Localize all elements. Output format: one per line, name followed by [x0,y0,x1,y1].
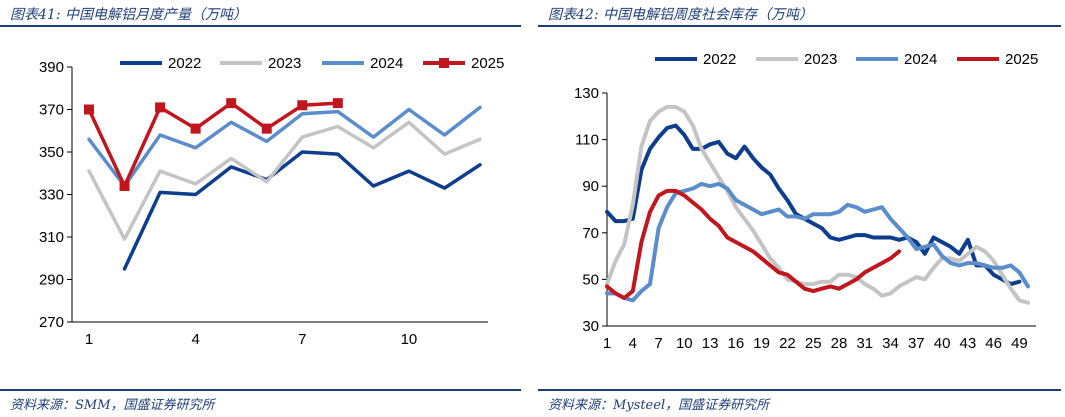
monthly-series-2022-line [122,150,482,271]
left-bottom-rule [0,389,521,391]
weekly-legend-label-2022: 2022 [703,51,736,68]
weekly-y-tick-label: 30 [582,318,599,335]
weekly-x-tick-label: 16 [728,335,745,352]
weekly-x-tick-label: 37 [908,335,925,352]
weekly-legend-label-2024: 2024 [904,51,937,68]
weekly-y-tick-label: 70 [582,225,599,242]
left-chart-title: 图表41: 中国电解铝月度产量（万吨） [10,7,247,23]
monthly-x-tick-label: 7 [298,331,306,348]
weekly-x-tick-label: 28 [831,335,848,352]
weekly-x-tick-label: 10 [676,335,693,352]
weekly-x-tick-label: 46 [985,335,1002,352]
monthly-y-tick-label: 310 [39,229,64,246]
monthly-legend-marker-2025 [439,58,449,68]
weekly-y-tick-label: 90 [582,178,599,195]
weekly-series-2022-line [605,123,1022,287]
monthly-series-2025-point [297,100,308,111]
weekly-x-tick-label: 19 [753,335,770,352]
weekly-x-tick-label: 25 [805,335,822,352]
monthly-legend-label-2022: 2022 [168,55,201,72]
weekly-x-tick-label: 22 [779,335,796,352]
monthly-series-2025-point [119,181,130,191]
left-top-rule [0,25,521,27]
monthly-legend-label-2024: 2024 [370,55,403,72]
weekly-x-tick-label: 4 [629,335,637,352]
left-source-note: 资料来源：SMM，国盛证券研究所 [10,398,215,413]
monthly-series-2025-point [84,104,94,115]
monthly-y-tick-label: 390 [39,59,64,76]
weekly-x-tick-label: 31 [856,335,873,352]
monthly-y-tick-label: 290 [39,272,64,289]
monthly-series-2024-line [87,105,482,188]
monthly-x-tick-label: 1 [85,331,93,348]
left-chart-panel: 图表41: 中国电解铝月度产量（万吨） 270 290 310 330 350 370 39… [0,0,525,417]
weekly-y-tick-label: 50 [582,271,599,288]
monthly-legend-label-2025: 2025 [471,55,504,72]
monthly-y-tick-label: 350 [39,144,64,161]
monthly-series-2025-point [226,98,237,109]
monthly-y-tick-label: 330 [39,187,64,204]
weekly-y-tick-label: 130 [574,85,599,102]
weekly-x-tick-label: 40 [934,335,951,352]
monthly-series-2025-line [87,101,340,188]
weekly-x-tick-label: 43 [960,335,977,352]
weekly-y-tick-label: 110 [575,132,599,149]
monthly-series-2025-point [190,123,201,134]
right-top-rule [538,25,1061,27]
monthly-output-chart: 270 290 310 330 350 370 390 1 4 7 10 2022 2023 2024 20… [39,55,504,348]
right-chart-title: 图表42: 中国电解铝周度社会库存（万吨） [548,7,813,23]
weekly-x-tick-label: 7 [654,335,662,352]
weekly-legend-label-2023: 2023 [804,51,837,68]
right-chart-panel: 图表42: 中国电解铝周度社会库存（万吨） 30 50 70 90 110 130 1 4 7 1… [538,0,1065,417]
weekly-inventory-chart: 30 50 70 90 110 130 1 4 7 10 13 16 19 22 25 28 31 34 37 40 4… [574,51,1038,352]
weekly-x-tick-label: 34 [882,335,899,352]
weekly-x-tick-label: 49 [1011,335,1028,352]
weekly-series-2023-line [605,105,1030,305]
weekly-x-tick-label: 13 [702,335,719,352]
monthly-series-2025-point [155,102,166,113]
weekly-series-2025-line [605,188,902,300]
monthly-y-tick-label: 270 [39,314,64,331]
monthly-series-2025-point [332,98,343,109]
monthly-legend-label-2023: 2023 [268,55,301,72]
monthly-series-2023-line [87,120,482,241]
right-source-note: 资料来源：Mysteel，国盛证券研究所 [548,398,770,413]
monthly-x-tick-label: 4 [191,331,199,348]
right-bottom-rule [538,389,1061,391]
weekly-legend-label-2025: 2025 [1005,51,1038,68]
weekly-x-tick-label: 1 [603,335,611,352]
monthly-y-tick-label: 370 [39,102,64,119]
monthly-series-2025-point [261,123,272,134]
monthly-x-tick-label: 10 [401,331,418,348]
